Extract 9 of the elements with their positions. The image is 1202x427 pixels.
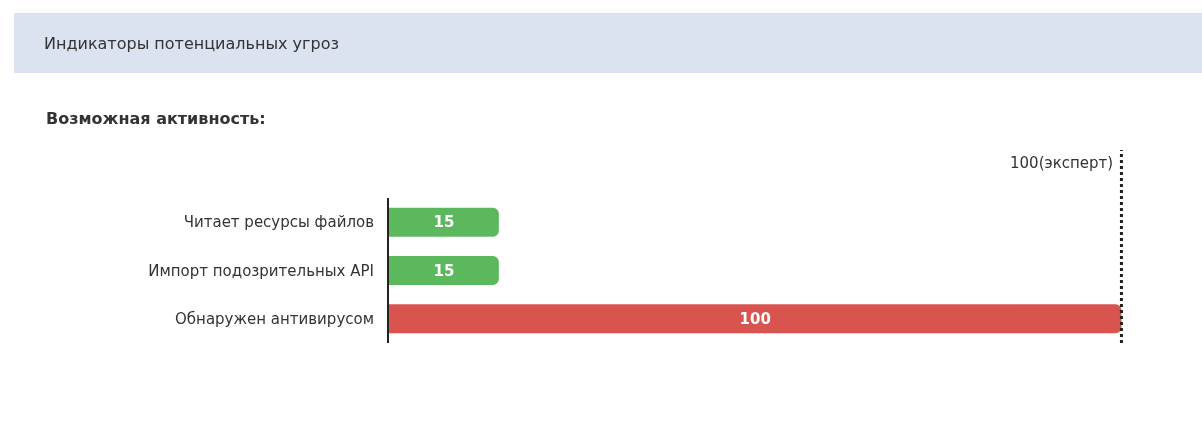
- y-tick-label: Обнаружен антивирусом: [175, 310, 374, 329]
- text: Возможная активность:: [46, 109, 266, 128]
- data-label: 15: [433, 213, 455, 232]
- y-tick-label: Читает ресурсы файлов: [183, 213, 374, 232]
- y-tick-label: Импорт подозрительных API: [148, 261, 374, 280]
- ref-line-label: 100(эксперт): [1010, 154, 1114, 172]
- data-label: 15: [433, 261, 455, 280]
- data-label: 100: [739, 309, 771, 328]
- text: Индикаторы потенциальных угроз: [44, 33, 339, 53]
